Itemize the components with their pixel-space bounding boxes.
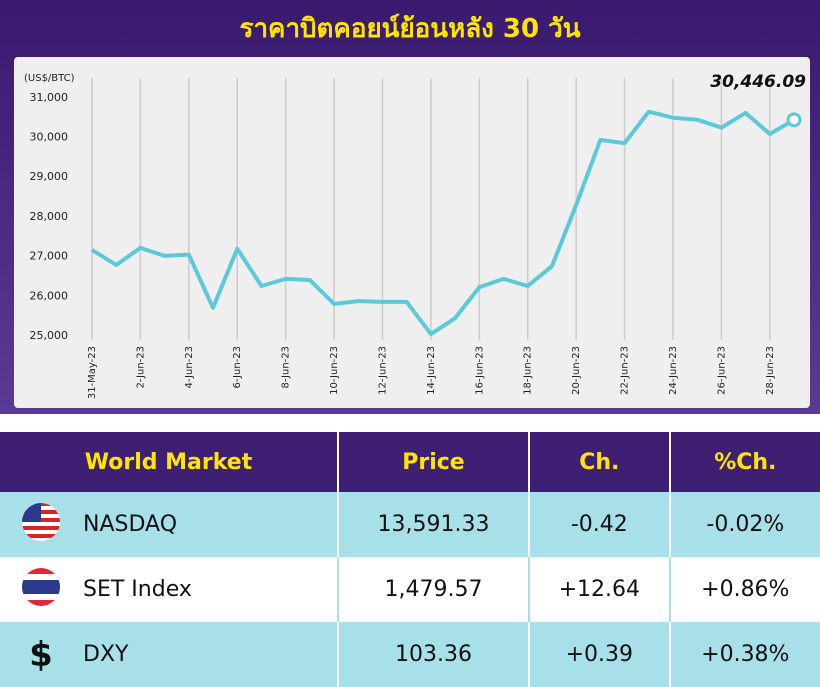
y-axis-label: (US$/BTC) <box>24 73 75 84</box>
icon-cell <box>0 492 82 557</box>
us-flag <box>22 502 60 541</box>
price: 13,591.33 <box>337 492 529 557</box>
dollar-icon: $ <box>0 622 82 687</box>
x-tick-label: 4-Jun-23 <box>184 346 195 389</box>
market-table: World Market Price Ch. %Ch. NASDAQ 13,59… <box>0 432 820 687</box>
x-tick-label: 6-Jun-23 <box>232 346 243 389</box>
x-tick-label: 14-Jun-23 <box>426 346 437 395</box>
x-tick-label: 26-Jun-23 <box>716 346 727 395</box>
y-tick-label: 26,000 <box>30 289 69 302</box>
chart-title: ราคาบิตคอยน์ย้อนหลัง 30 วัน <box>239 14 581 44</box>
y-tick-label: 28,000 <box>30 210 69 223</box>
x-tick-label: 22-Jun-23 <box>620 346 631 395</box>
header-cell: %Ch. <box>668 432 820 492</box>
row: SET Index 1,479.57 +12.64 +0.86% <box>0 557 820 622</box>
price: 1,479.57 <box>337 557 529 622</box>
market-name: SET Index <box>82 557 338 622</box>
header-cell: World Market <box>0 432 338 492</box>
end-marker <box>786 112 802 128</box>
pct-change: +0.86% <box>668 557 820 622</box>
change: +0.39 <box>527 622 670 687</box>
y-tick-label: 29,000 <box>30 170 69 183</box>
x-tick-label: 12-Jun-23 <box>377 346 388 395</box>
y-tick-label: 25,000 <box>30 329 69 342</box>
header-row: World Market Price Ch. %Ch. <box>0 432 820 492</box>
header-cell: Price <box>337 432 529 492</box>
price-line <box>90 109 796 337</box>
thai-flag <box>22 567 60 606</box>
x-tick-label: 10-Jun-23 <box>329 346 340 395</box>
y-tick-label: 27,000 <box>30 250 69 263</box>
change: +12.64 <box>527 557 670 622</box>
row: $ DXY 103.36 +0.39 +0.38% <box>0 622 820 687</box>
x-tick-label: 20-Jun-23 <box>571 346 582 395</box>
plot-card <box>14 57 810 408</box>
value-label: 30,446.09 <box>710 72 806 92</box>
price: 103.36 <box>337 622 529 687</box>
pct-change: -0.02% <box>668 492 820 557</box>
header-cell: Ch. <box>527 432 670 492</box>
y-tick-label: 30,000 <box>30 131 69 144</box>
x-tick-label: 28-Jun-23 <box>765 346 776 395</box>
market-name: DXY <box>82 622 338 687</box>
chart-panel: ราคาบิตคอยน์ย้อนหลัง 30 วัน (US$/BTC) 25… <box>0 0 820 414</box>
y-tick-label: 31,000 <box>30 91 69 104</box>
x-tick-label: 2-Jun-23 <box>135 346 146 389</box>
change: -0.42 <box>527 492 670 557</box>
icon-cell <box>0 557 82 622</box>
x-tick-label: 24-Jun-23 <box>668 346 679 395</box>
pct-change: +0.38% <box>668 622 820 687</box>
x-tick-label: 18-Jun-23 <box>523 346 534 395</box>
chart: (US$/BTC) 25,000 26,000 27,000 28,000 29,000… <box>14 57 810 408</box>
market-name: NASDAQ <box>82 492 338 557</box>
x-tick-label: 31-May-23 <box>87 346 98 399</box>
row: NASDAQ 13,591.33 -0.42 -0.02% <box>0 492 820 557</box>
x-tick-label: 8-Jun-23 <box>281 346 292 389</box>
x-tick-label: 16-Jun-23 <box>474 346 485 395</box>
